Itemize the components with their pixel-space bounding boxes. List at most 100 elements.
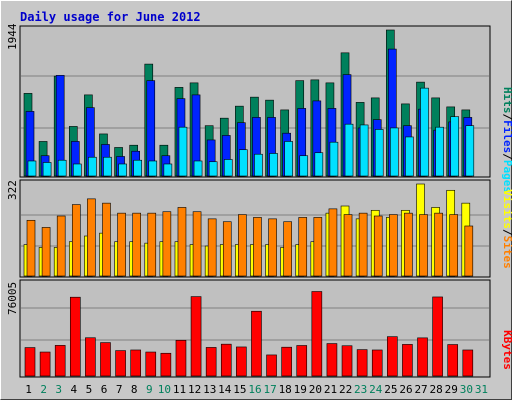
bar-kbytes — [54, 345, 66, 377]
bar-pages — [450, 116, 460, 177]
bar-kbytes — [175, 339, 187, 377]
x-tick-label: 12 — [188, 383, 201, 396]
bar-sites — [87, 198, 96, 277]
bar-sites — [253, 217, 262, 277]
legend-files: Files — [501, 120, 512, 153]
bar-sites — [238, 214, 247, 277]
bar-kbytes — [24, 347, 36, 377]
x-tick-label: 21 — [324, 383, 337, 396]
bar-sites — [192, 211, 202, 277]
bar-pages — [435, 126, 444, 177]
x-tick-label: 31 — [475, 383, 488, 396]
y-max-label-hits: 1944 — [6, 23, 19, 50]
bar-sites — [419, 214, 428, 277]
bar-sites — [222, 221, 232, 277]
x-tick-label: 19 — [294, 383, 307, 396]
bar-pages — [72, 163, 82, 177]
bar-sites — [268, 218, 277, 277]
bar-sites — [207, 218, 217, 277]
bar-kbytes — [417, 337, 428, 377]
x-tick-label: 23 — [354, 383, 367, 396]
legend-sep-1: / — [501, 114, 512, 121]
x-tick-label: 4 — [71, 383, 78, 396]
bar-kbytes — [115, 350, 126, 377]
bar-pages — [103, 156, 112, 177]
x-tick-label: 29 — [445, 383, 458, 396]
x-axis-labels: 1 2 3 4 5 6 7 8 9 10 11 12 13 14 15 16 17 18 19 20 21 22 23 24 2… — [25, 383, 488, 396]
x-tick-label: 20 — [309, 383, 322, 396]
x-tick-label: 17 — [263, 383, 276, 396]
bar-pages — [374, 129, 384, 177]
bar-kbytes — [402, 344, 413, 377]
bar-pages — [359, 124, 369, 177]
bar-kbytes — [85, 337, 96, 377]
x-tick-label: 5 — [86, 383, 93, 396]
legend-hits: Hits — [501, 87, 512, 114]
bar-pages — [208, 161, 218, 177]
legend-sep-2: / — [501, 153, 512, 160]
bar-sites — [102, 202, 111, 277]
y-max-label-visits: 322 — [6, 180, 19, 200]
bar-sites — [464, 225, 474, 277]
bar-kbytes — [236, 346, 247, 377]
x-tick-label: 9 — [146, 383, 153, 396]
bar-sites — [313, 217, 323, 277]
bar-pages — [390, 127, 399, 177]
legend-middle: Visits/Sites — [501, 189, 512, 269]
bar-sites — [358, 212, 368, 277]
bar-pages — [420, 87, 429, 177]
bar-pages — [178, 126, 188, 177]
bar-pages — [405, 136, 414, 177]
bar-pages — [88, 156, 97, 177]
bar-sites — [343, 214, 353, 277]
bar-pages — [329, 141, 339, 177]
bar-pages — [118, 163, 127, 177]
bar-pages — [344, 123, 354, 177]
bar-sites — [41, 227, 51, 277]
x-tick-label: 15 — [233, 383, 246, 396]
bar-sites — [389, 214, 398, 277]
bar-pages — [193, 160, 203, 177]
bar-sites — [56, 215, 66, 277]
bar-pages — [254, 153, 263, 177]
x-tick-label: 14 — [218, 383, 232, 396]
bar-sites — [71, 204, 81, 277]
bar-kbytes — [160, 352, 172, 377]
bar-pages — [148, 160, 158, 177]
bars — [23, 29, 475, 377]
bar-kbytes — [296, 345, 308, 377]
x-tick-label: 16 — [248, 383, 261, 396]
bar-kbytes — [326, 343, 338, 377]
x-tick-label: 25 — [384, 383, 397, 396]
x-tick-label: 22 — [339, 383, 352, 396]
chart-title: Daily usage for June 2012 — [20, 10, 201, 24]
bar-pages — [163, 163, 173, 177]
bar-pages — [133, 159, 142, 177]
bar-pages — [57, 159, 67, 177]
x-tick-label: 27 — [414, 383, 427, 396]
x-tick-label: 11 — [173, 383, 186, 396]
y-max-label-kbytes: 76005 — [6, 282, 19, 315]
bar-sites — [26, 219, 36, 277]
legend-visits: Visits — [501, 189, 512, 229]
bar-pages — [465, 125, 475, 177]
x-tick-label: 30 — [460, 383, 473, 396]
bar-kbytes — [281, 346, 292, 377]
bar-sites — [449, 214, 459, 277]
bar-sites — [283, 221, 292, 277]
bar-kbytes — [432, 296, 443, 377]
bar-kbytes — [190, 296, 202, 377]
legend-pages: Pages — [501, 160, 512, 193]
x-tick-label: 28 — [430, 383, 443, 396]
x-tick-label: 24 — [369, 383, 383, 396]
bar-pages — [27, 160, 37, 177]
bar-kbytes — [69, 296, 81, 377]
bar-kbytes — [39, 351, 51, 377]
bar-kbytes — [387, 336, 398, 377]
bar-pages — [284, 141, 293, 177]
bar-kbytes — [266, 354, 277, 377]
x-tick-label: 13 — [203, 383, 216, 396]
bar-sites — [132, 212, 141, 277]
